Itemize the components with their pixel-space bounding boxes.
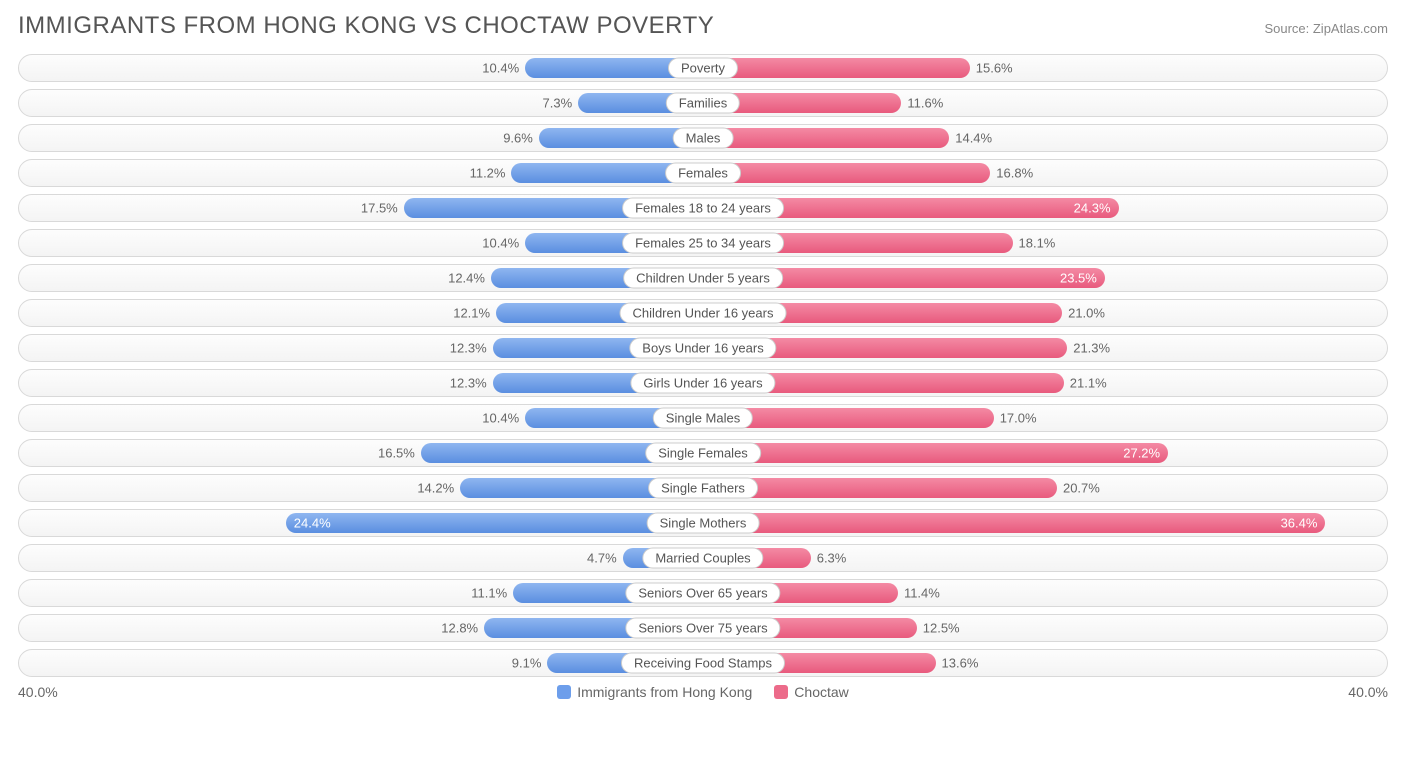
category-pill: Males — [673, 128, 734, 149]
chart-row: 10.4% 18.1% Females 25 to 34 years — [18, 229, 1388, 257]
bar-right — [703, 163, 990, 183]
value-left: 12.1% — [453, 306, 490, 321]
bar-right — [703, 58, 970, 78]
value-right: 36.4% — [1281, 516, 1318, 531]
category-pill: Single Mothers — [647, 513, 760, 534]
legend-item-right: Choctaw — [774, 684, 848, 700]
chart-row: 27.2% 16.5% Single Females — [18, 439, 1388, 467]
value-right: 21.0% — [1068, 306, 1105, 321]
chart-row: 12.8% 12.5% Seniors Over 75 years — [18, 614, 1388, 642]
category-pill: Females — [665, 163, 741, 184]
category-pill: Families — [666, 93, 740, 114]
category-pill: Married Couples — [642, 548, 763, 569]
value-left: 7.3% — [543, 96, 573, 111]
chart-row: 12.1% 21.0% Children Under 16 years — [18, 299, 1388, 327]
chart-source: Source: ZipAtlas.com — [1264, 21, 1388, 36]
value-right: 6.3% — [817, 551, 847, 566]
value-right: 13.6% — [942, 656, 979, 671]
bar-right: 27.2% — [703, 443, 1168, 463]
value-left: 11.2% — [470, 166, 506, 181]
chart-row: 24.3% 17.5% Females 18 to 24 years — [18, 194, 1388, 222]
value-right: 12.5% — [923, 621, 960, 636]
category-pill: Single Males — [653, 408, 753, 429]
chart-row: 14.2% 20.7% Single Fathers — [18, 474, 1388, 502]
value-right: 24.3% — [1074, 201, 1111, 216]
value-left: 12.4% — [448, 271, 485, 286]
chart-row: 10.4% 17.0% Single Males — [18, 404, 1388, 432]
value-left: 24.4% — [294, 516, 331, 531]
chart-row: 23.5% 12.4% Children Under 5 years — [18, 264, 1388, 292]
value-left: 9.6% — [503, 131, 533, 146]
value-left: 9.1% — [512, 656, 542, 671]
value-right: 15.6% — [976, 61, 1013, 76]
chart-row: 7.3% 11.6% Families — [18, 89, 1388, 117]
value-right: 16.8% — [996, 166, 1033, 181]
value-right: 18.1% — [1019, 236, 1056, 251]
category-pill: Seniors Over 65 years — [625, 583, 780, 604]
chart-row: 11.2% 16.8% Females — [18, 159, 1388, 187]
category-pill: Girls Under 16 years — [630, 373, 775, 394]
category-pill: Seniors Over 75 years — [625, 618, 780, 639]
chart-title: IMMIGRANTS FROM HONG KONG VS CHOCTAW POV… — [18, 12, 714, 40]
category-pill: Single Females — [645, 443, 761, 464]
value-right: 17.0% — [1000, 411, 1037, 426]
source-name: ZipAtlas.com — [1313, 21, 1388, 36]
chart-legend: Immigrants from Hong Kong Choctaw — [557, 684, 849, 700]
chart-row: 10.4% 15.6% Poverty — [18, 54, 1388, 82]
value-left: 10.4% — [482, 236, 519, 251]
chart-row: 12.3% 21.1% Girls Under 16 years — [18, 369, 1388, 397]
category-pill: Females 25 to 34 years — [622, 233, 784, 254]
source-prefix: Source: — [1264, 21, 1312, 36]
chart-row: 12.3% 21.3% Boys Under 16 years — [18, 334, 1388, 362]
value-right: 21.1% — [1070, 376, 1107, 391]
value-right: 14.4% — [955, 131, 992, 146]
value-left: 16.5% — [378, 446, 415, 461]
category-pill: Boys Under 16 years — [629, 338, 776, 359]
category-pill: Receiving Food Stamps — [621, 653, 785, 674]
axis-max-right: 40.0% — [1348, 684, 1388, 700]
chart-row: 9.6% 14.4% Males — [18, 124, 1388, 152]
category-pill: Females 18 to 24 years — [622, 198, 784, 219]
category-pill: Children Under 5 years — [623, 268, 783, 289]
value-left: 10.4% — [482, 411, 519, 426]
legend-item-left: Immigrants from Hong Kong — [557, 684, 752, 700]
legend-label-right: Choctaw — [794, 684, 848, 700]
chart-header: IMMIGRANTS FROM HONG KONG VS CHOCTAW POV… — [18, 12, 1388, 40]
category-pill: Single Fathers — [648, 478, 758, 499]
bar-left: 24.4% — [286, 513, 703, 533]
legend-swatch-left — [557, 685, 571, 699]
legend-swatch-right — [774, 685, 788, 699]
chart-row: 24.4% 36.4% Single Mothers — [18, 509, 1388, 537]
value-left: 12.8% — [441, 621, 478, 636]
value-right: 20.7% — [1063, 481, 1100, 496]
value-right: 23.5% — [1060, 271, 1097, 286]
value-left: 14.2% — [417, 481, 454, 496]
axis-max-left: 40.0% — [18, 684, 58, 700]
chart-area: 10.4% 15.6% Poverty 7.3% 11.6% Families 9.6% 14… — [18, 54, 1388, 677]
bar-right: 36.4% — [703, 513, 1325, 533]
value-left: 17.5% — [361, 201, 398, 216]
chart-footer: 40.0% Immigrants from Hong Kong Choctaw … — [18, 684, 1388, 700]
bar-right — [703, 128, 949, 148]
value-left: 12.3% — [450, 376, 487, 391]
chart-row: 4.7% 6.3% Married Couples — [18, 544, 1388, 572]
value-left: 11.1% — [471, 586, 507, 601]
category-pill: Poverty — [668, 58, 738, 79]
value-left: 12.3% — [450, 341, 487, 356]
chart-row: 9.1% 13.6% Receiving Food Stamps — [18, 649, 1388, 677]
value-right: 27.2% — [1123, 446, 1160, 461]
chart-row: 11.1% 11.4% Seniors Over 65 years — [18, 579, 1388, 607]
category-pill: Children Under 16 years — [620, 303, 787, 324]
value-right: 11.4% — [904, 586, 940, 601]
legend-label-left: Immigrants from Hong Kong — [577, 684, 752, 700]
value-left: 10.4% — [482, 61, 519, 76]
value-right: 21.3% — [1073, 341, 1110, 356]
value-right: 11.6% — [907, 96, 943, 111]
value-left: 4.7% — [587, 551, 617, 566]
